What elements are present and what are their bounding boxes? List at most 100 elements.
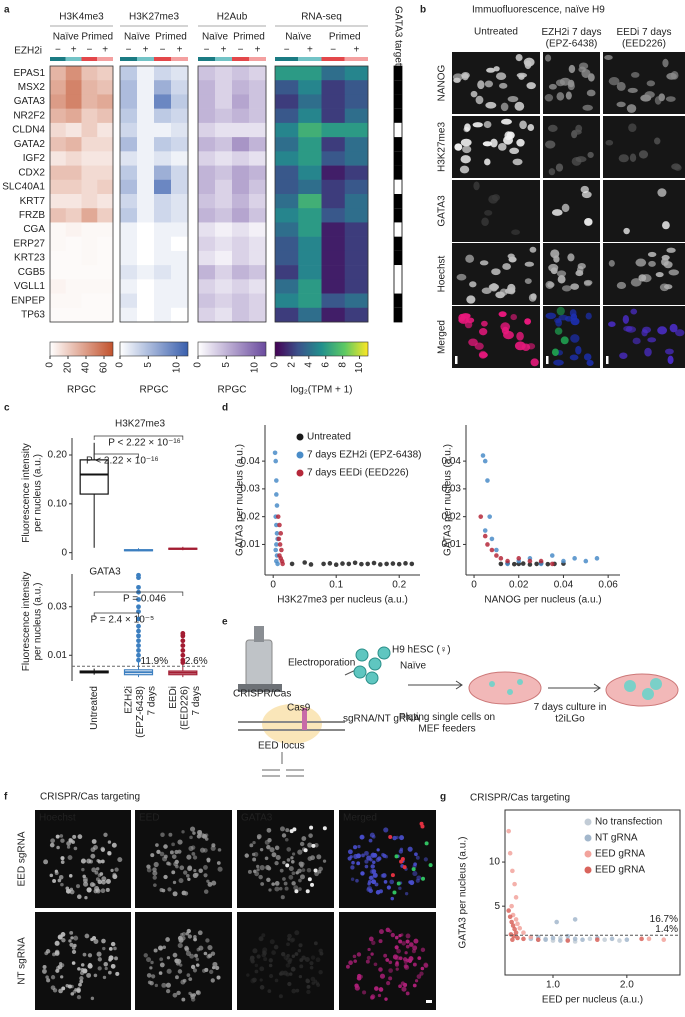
heatmap-cell [215, 165, 233, 181]
heatmap-cell [154, 137, 172, 152]
cell [197, 829, 203, 836]
point [505, 558, 510, 564]
nucleus [484, 158, 491, 166]
heatmap-cell [137, 293, 155, 309]
heatmap-cell [154, 307, 172, 323]
cell [280, 826, 285, 832]
cell [307, 877, 312, 882]
condition-strip [344, 57, 368, 61]
cell [172, 952, 178, 958]
heatmap-cell [171, 293, 189, 309]
group-label: Naïve [202, 32, 229, 43]
cell [88, 962, 92, 967]
heatmap-cell [249, 165, 267, 181]
nucleus [544, 94, 554, 102]
heatmap-cell [97, 194, 114, 209]
point [549, 553, 555, 558]
heatmap-cell [120, 208, 138, 223]
nucleus [575, 270, 584, 277]
cell [50, 975, 56, 980]
cell [187, 877, 191, 881]
nucleus [583, 353, 592, 361]
cell [368, 657, 382, 671]
heatmap-cell [249, 66, 267, 81]
cell [207, 882, 213, 887]
panel-label: c [4, 403, 10, 414]
cell [211, 880, 217, 886]
target-cell [394, 151, 402, 166]
cell [193, 935, 197, 939]
panel-label: b [420, 5, 426, 16]
cell [252, 857, 257, 862]
bracket [93, 453, 139, 458]
cell [182, 978, 187, 983]
cell [299, 864, 304, 868]
heatmap-cell [137, 236, 155, 252]
heatmap-cell [50, 194, 67, 209]
point [273, 547, 279, 553]
cell [404, 964, 410, 970]
legend-label: EED gRNA [595, 849, 645, 860]
point [352, 560, 358, 566]
cell [82, 952, 87, 957]
heatmap-cell [275, 194, 299, 209]
nucleus [526, 343, 536, 350]
heatmap-cell [120, 236, 138, 252]
nucleus [503, 330, 514, 340]
cell [193, 937, 197, 942]
cell [50, 985, 56, 990]
heatmap-cell [321, 208, 346, 223]
cell [366, 887, 371, 892]
nucleus [459, 165, 470, 174]
heatmap-cell [97, 250, 114, 266]
heatmap-cell [232, 265, 250, 280]
x-tick-label: 0.02 [509, 580, 529, 591]
nucleus [647, 337, 657, 343]
cell [181, 830, 185, 834]
row-label: Hoechst [437, 255, 448, 292]
heatmap-cell [65, 66, 82, 81]
cell [388, 976, 393, 981]
cell [290, 859, 295, 864]
nucleus [528, 293, 537, 302]
cell [322, 826, 327, 831]
point [489, 547, 495, 553]
cell [401, 941, 406, 946]
cell [52, 879, 57, 883]
cell [421, 876, 426, 881]
cell [259, 847, 264, 852]
group-label: Primed [155, 32, 187, 43]
cell [181, 997, 186, 1002]
heatmap-cell [137, 222, 155, 237]
cell [294, 930, 300, 936]
heatmap-cell [275, 122, 299, 138]
cell [351, 860, 355, 865]
cell [390, 896, 395, 901]
colony [642, 688, 654, 700]
gene-label: TP63 [21, 310, 45, 321]
heatmap-cell [215, 151, 233, 166]
point [510, 868, 515, 874]
nucleus [638, 150, 649, 159]
nucleus [490, 138, 498, 148]
heatmap-cell [50, 151, 67, 166]
cell [247, 869, 252, 874]
heatmap-cell [232, 179, 250, 195]
nucleus [670, 71, 679, 80]
treatment-sign: + [71, 45, 77, 56]
cell [216, 861, 221, 865]
heatmap-cell [50, 165, 67, 181]
nucleus [675, 329, 685, 337]
heatmap-cell [171, 151, 189, 166]
cell [171, 870, 176, 875]
group-label: Primed [233, 32, 265, 43]
point [545, 561, 551, 567]
heatmap-cell [344, 80, 369, 95]
target-frame [393, 65, 403, 323]
heatmap-cell [81, 179, 98, 195]
nucleus [664, 348, 674, 355]
nucleus [466, 317, 475, 324]
point [609, 936, 615, 942]
heatmap-cell [65, 108, 82, 124]
heatmap-cell [249, 108, 267, 124]
